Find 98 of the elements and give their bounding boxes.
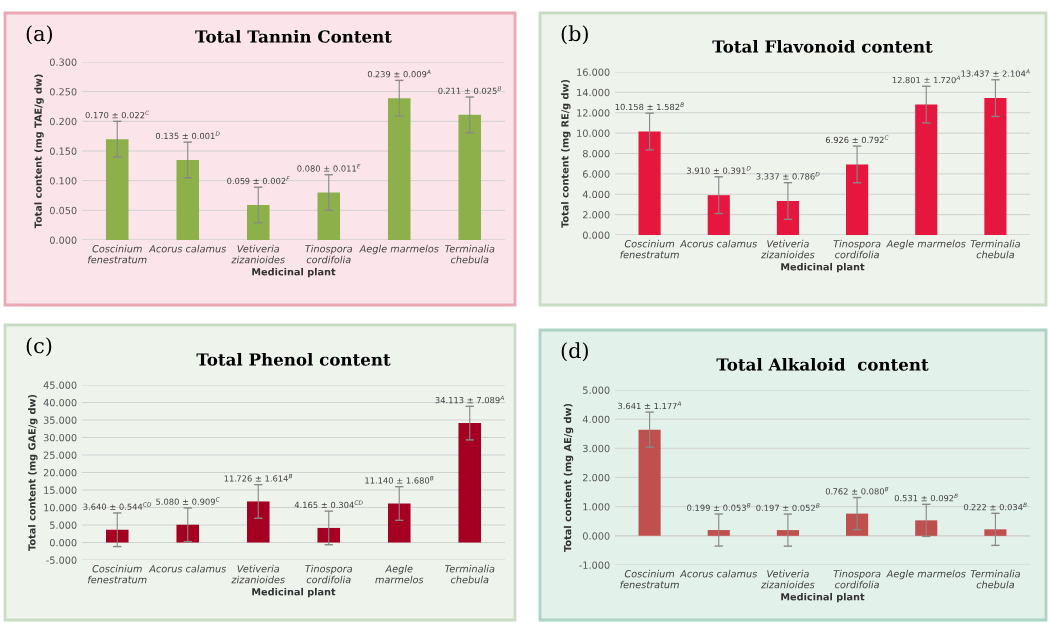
data-label: 5.080 ± 0.909$^{C}$ [156,497,220,505]
x-tick-label: Acorus calamus [148,564,227,573]
data-label: 11.726 ± 1.614$^{B}$ [224,474,293,482]
x-tick-label: Vetiveria zizanioides [761,239,815,259]
data-label: 0.211 ± 0.025$^{B}$ [438,86,502,94]
data-label: 0.239 ± 0.009$^{A}$ [367,69,431,78]
x-tick-label: Aegle marmelos [886,569,966,580]
data-label: 3.910 ± 0.391$^{D}$ [686,166,751,174]
data-label: 3.641 ± 1.177$^{A}$ [618,401,682,410]
text: (b) [561,25,588,45]
data-label: 13.437 ± 2.104$^{A}$ [961,69,1030,77]
data-label: 11.140 ± 1.680$^{B}$ [365,476,434,484]
y-tick-label: 20.000 [43,468,77,477]
x-tick-label: Acorus calamus [148,244,227,253]
y-tick-label: 0.150 [49,147,77,155]
x-axis-title: Medicinal plant [252,587,336,598]
y-tick-label: 12.000 [577,109,610,117]
text: (c) [26,337,52,357]
data-label: 3.337 ± 0.786$^{D}$ [756,172,820,180]
x-tick-label: Coscinium fenestratum [88,244,147,264]
y-tick-label: 3.000 [583,444,610,453]
y-tick-label: 0.000 [582,231,610,239]
y-tick-label: 5.000 [583,386,610,394]
y-tick-label: 14.000 [577,88,610,97]
y-tick-label: 1.000 [583,503,610,511]
y-tick-label: 5.000 [50,521,77,529]
y-tick-label: 4.000 [582,415,610,423]
data-label: 10.158 ± 1.582$^{B}$ [615,102,684,111]
y-tick-label: 0.200 [49,117,77,126]
x-tick-label: Acorus calamus [679,239,758,248]
x-tick-label: Aegle marmelos [375,564,424,584]
data-label: 0.170 ± 0.022$^{C}$ [85,110,150,119]
x-tick-label: Terminalia chebula [444,564,495,584]
y-tick-label: 0.000 [49,538,77,547]
y-tick-label: 6.000 [582,170,610,178]
x-tick-label: Terminalia chebula [970,239,1020,259]
x-tick-label: Vetiveria zizanioides [761,569,815,589]
y-tick-label: -5.000 [46,556,77,564]
x-tick-label: Aegle marmelos [886,239,966,250]
data-label: 0.135 ± 0.001$^{D}$ [155,131,220,140]
x-tick-label: Vetiveria zizanioides [231,564,285,584]
y-tick-label: 16.000 [577,68,610,76]
y-tick-label: 0.300 [49,58,77,66]
y-tick-label: -1.000 [579,561,610,569]
x-tick-label: Tinospora cordifolia [305,244,353,264]
x-tick-label: Terminalia chebula [970,569,1020,589]
x-tick-label: Coscinium fenestratum [620,569,679,589]
data-label: 0.059 ± 0.002$^{F}$ [227,176,290,185]
data-label: 12.801 ± 1.720$^{A}$ [892,75,960,84]
x-tick-label: Coscinium fenestratum [620,239,679,259]
y-tick-label: 30.000 [43,433,77,442]
y-tick-label: 35.000 [43,416,77,424]
x-tick-label: Terminalia chebula [444,244,495,264]
y-tick-label: 0.000 [49,236,77,244]
y-tick-label: 2.000 [583,473,610,482]
data-label: 6.926 ± 0.792$^{C}$ [825,135,889,144]
y-tick-label: 2.000 [583,211,610,219]
data-label: 0.762 ± 0.080$^{B}$ [825,486,889,495]
data-label: 0.197 ± 0.052$^{B}$ [756,503,820,511]
x-tick-label: Vetiveria zizanioides [231,244,285,264]
y-axis-title: Total content (mg AE/g dw) [563,403,574,552]
y-tick-label: 40.000 [43,398,77,407]
y-tick-label: 4.000 [582,190,610,199]
data-label: 0.080 ± 0.011$^{E}$ [297,164,361,172]
data-label: 34.113 ± 7.089$^{A}$ [435,395,504,404]
y-axis-title: Total content (mg GAE/g dw) [28,394,38,551]
chart-title: Total Phenol content [196,352,391,366]
x-tick-label: Tinospora cordifolia [305,564,353,584]
x-tick-label: Aegle marmelos [359,244,439,255]
chart-title: Total Tannin Content [195,29,392,43]
y-tick-label: 0.000 [582,532,610,540]
x-axis-title: Medicinal plant [781,592,865,603]
text: (d) [561,342,588,362]
y-tick-label: 8.000 [582,149,610,158]
x-tick-label: Acorus calamus [679,569,758,578]
x-tick-label: Tinospora cordifolia [833,239,881,259]
data-label: 4.165 ± 0.304$^{CD}$ [294,500,363,509]
y-axis-title: Total content (mg TAE/g dw) [34,74,44,229]
text: (a) [26,25,53,45]
data-label: 3.640 ± 0.544$^{CD}$ [83,502,152,510]
data-label: 0.222 ± 0.034$^{B}$ [964,502,1027,511]
y-tick-label: 25.000 [43,451,77,459]
x-axis-title: Medicinal plant [781,262,865,273]
y-tick-label: 0.050 [49,206,77,215]
y-tick-label: 45.000 [43,381,77,389]
chart-title: Total Flavonoid content [712,39,933,53]
data-label: 0.199 ± 0.053$^{B}$ [687,503,751,511]
y-tick-label: 10.000 [577,129,610,137]
x-tick-label: Tinospora cordifolia [833,569,881,589]
y-tick-label: 0.100 [49,177,77,185]
y-tick-label: 0.250 [49,88,77,96]
y-tick-label: 10.000 [44,503,77,512]
y-tick-label: 15.000 [44,486,77,494]
data-label: 0.531 ± 0.092$^{B}$ [894,493,958,502]
chart-title: Total Alkaloid content [716,357,929,371]
y-axis-title: Total content (mg RE/g dw) [561,79,571,228]
x-axis-title: Medicinal plant [252,267,336,278]
x-tick-label: Coscinium fenestratum [88,564,147,584]
